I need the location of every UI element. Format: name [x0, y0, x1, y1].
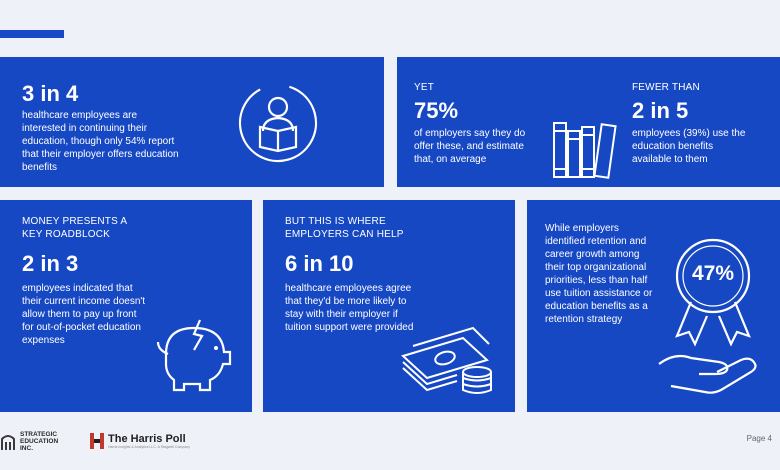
money-stack-icon	[401, 326, 492, 394]
card-money-roadblock: MONEY PRESENTS A KEY ROADBLOCK 2 in 3 em…	[0, 200, 252, 412]
harris-poll-name: The Harris Poll	[108, 433, 186, 445]
strategic-education-logo: STRATEGIC EDUCATION INC.	[0, 431, 59, 452]
stat-6-in-10: 6 in 10	[285, 251, 354, 276]
logo-line: INC.	[20, 444, 33, 452]
card-retention-strategy: While employers identified retention and…	[527, 200, 780, 412]
stat-description: employees (39%) use the education benefi…	[632, 128, 746, 165]
stat-description: employees indicated that their current i…	[22, 283, 146, 346]
stat-description: healthcare employees agree that they'd b…	[285, 283, 414, 333]
award-hand-icon	[658, 238, 757, 394]
stat-description: While employers identified retention and…	[545, 223, 653, 325]
harris-poll-mark-icon	[90, 433, 104, 449]
stat-3-in-4: 3 in 4	[22, 81, 79, 106]
stat-description: healthcare employees are interested in c…	[22, 110, 179, 173]
stat-2-in-5: 2 in 5	[632, 98, 689, 123]
logo-line: STRATEGIC	[20, 431, 58, 438]
stat-description: of employers say they do offer these, an…	[414, 128, 526, 165]
harris-poll-tagline: Harris Insights & Analytics LLC, A Stagw…	[108, 445, 190, 449]
card-employer-offers: YET 75% of employers say they do offer t…	[397, 57, 780, 187]
label-money-roadblock: MONEY PRESENTS A KEY ROADBLOCK	[22, 216, 127, 240]
harris-poll-logo: The Harris Poll Harris Insights & Analyt…	[90, 433, 190, 449]
strategic-education-mark-icon	[1, 435, 15, 451]
label-fewer-than: FEWER THAN	[632, 82, 700, 93]
accent-bar	[0, 30, 64, 38]
logo-line: EDUCATION	[20, 437, 59, 445]
reading-person-icon	[238, 83, 318, 163]
badge-47-percent: 47%	[691, 262, 735, 285]
stat-75-percent: 75%	[414, 98, 459, 123]
page-number: Page 4	[746, 434, 772, 443]
books-icon	[553, 122, 617, 179]
broken-piggy-bank-icon	[156, 319, 232, 392]
card-education-interest: 3 in 4 healthcare employees are interest…	[0, 57, 384, 187]
card-employers-help: BUT THIS IS WHERE EMPLOYERS CAN HELP 6 i…	[263, 200, 515, 412]
label-employers-help: BUT THIS IS WHERE EMPLOYERS CAN HELP	[285, 216, 404, 240]
stat-2-in-3: 2 in 3	[22, 251, 79, 276]
label-yet: YET	[414, 82, 435, 93]
